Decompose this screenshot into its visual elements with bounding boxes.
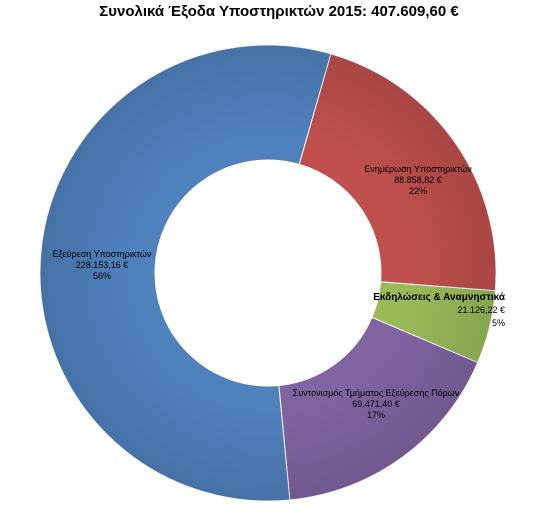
slice-value-0: 88.858,82 €	[394, 175, 442, 185]
slice-percent-2: 17%	[367, 410, 385, 420]
slice-value-1: 21.126,22 €	[457, 305, 505, 315]
slice-label-0: Ενημέρωση Υποστηρικτών	[364, 164, 472, 174]
chart-title: Συνολικά Έξοδα Υποστηρικτών 2015: 407.60…	[99, 3, 459, 20]
slice-label-2: Συντονισμός Τμήματος Εξεύρεσης Πόρων	[293, 388, 460, 398]
slice-percent-0: 22%	[409, 186, 427, 196]
slice-percent-3: 56%	[93, 271, 111, 281]
slice-value-3: 228.153,16 €	[76, 260, 129, 270]
slice-label-3: Εξεύρεση Υποστηρικτών	[53, 249, 152, 259]
donut-hole	[155, 160, 381, 386]
slice-value-2: 69.471,40 €	[352, 399, 400, 409]
slice-percent-1: 5%	[492, 318, 505, 328]
slice-label-1: Εκδηλώσεις & Αναμνηστικά	[373, 292, 506, 303]
